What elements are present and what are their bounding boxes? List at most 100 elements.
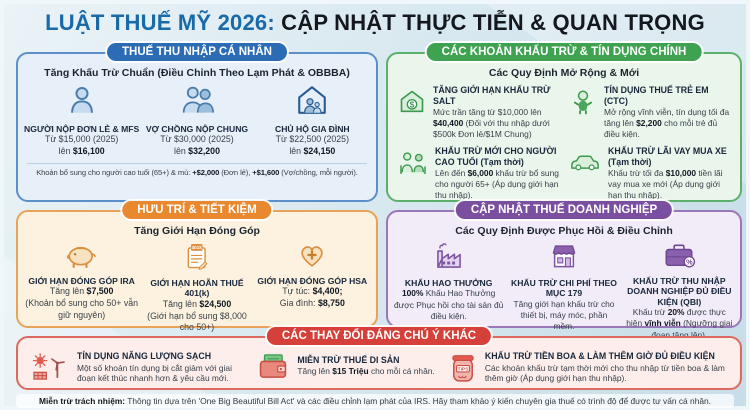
retirement-panel-header: HƯU TRÍ & TIẾT KIỆM (122, 201, 272, 219)
item-body: Các khoản khấu trừ tạm thời mới cho thu … (485, 363, 728, 385)
house-dollar-icon: $ (398, 88, 426, 116)
column-body: Tăng giới hạn khấu trừ cho thiết bị, máy… (509, 299, 618, 333)
column-title: CHỦ HỘ GIA ĐÌNH (275, 124, 350, 134)
column-body: 100% Khấu Hao Thưởng được Phục hồi cho t… (394, 288, 503, 322)
amount-to-prefix: lên (58, 145, 73, 156)
body-segment: Một số khoản tín dụng bị cắt giảm với gi… (77, 362, 232, 384)
percent-glyph: % (686, 257, 693, 266)
line-amount: $7,500 (86, 286, 114, 296)
body-segment: được thực hiện (626, 306, 726, 329)
item-title: KHẤU TRỪ MỚI CHO NGƯỜI CAO TUỔI (Tạm thờ… (435, 146, 557, 167)
line-amount: $8,750 (317, 297, 345, 308)
qbi-column: % KHẤU TRỪ THU NHẬP DOANH NGHIỆP ĐỦ ĐIỀU… (625, 241, 734, 341)
amount-to: lên $16,100 (24, 146, 139, 158)
title-rest: CẬP NHẬT THỰC TIỄN & QUAN TRỌNG (274, 10, 705, 35)
clean-energy-icon (30, 352, 70, 384)
head-of-household-icon (295, 83, 329, 117)
item-title: KHẤU TRỪ TIỀN BOA & LÀM THÊM GIỜ ĐỦ ĐIỀU… (484, 351, 715, 361)
business-panel-subtitle: Các Quy Định Được Phục Hồi & Điều Chỉnh (455, 225, 673, 237)
line-segment: (Khoản bổ sung cho 50+ vẫn giữ nguyên) (25, 297, 139, 320)
line-amount: $24,500 (199, 298, 232, 309)
auto-loan-item: KHẤU TRỪ LÃI VAY MUA XE (Tạm thời) Khấu … (569, 146, 730, 200)
body-segment: Lên đến (435, 168, 468, 179)
401k-form-icon: 401k (182, 241, 212, 271)
body-amount: $6,000 (467, 168, 494, 179)
personal-income-tax-panel: THUẾ THU NHẬP CÁ NHÂN Tăng Khấu Trừ Chuẩ… (16, 43, 378, 202)
amount-line: Tự túc: $4,400; (255, 286, 370, 298)
amount-to-prefix: lên (289, 145, 304, 156)
body-segment: Tăng giới hạn khấu trừ cho thiết bị, máy… (513, 298, 615, 332)
line-segment: Gia đình: (279, 297, 318, 308)
column-title: KHẤU TRỪ CHI PHÍ THEO MỤC 179 (511, 278, 617, 299)
section-179-column: KHẤU TRỪ CHI PHÍ THEO MỤC 179 Tăng giới … (509, 241, 618, 341)
amount-to-value: $32,200 (188, 145, 220, 156)
amount-to: lên $32,200 (139, 146, 254, 158)
item-body: Mức trần tăng từ $10,000 lên $40,400 (Đố… (433, 107, 559, 139)
body-segment: Khấu Hao Thưởng được Phục hồi cho tài sả… (394, 288, 504, 321)
business-panel-header: CẬP NHẬT THUẾ DOANH NGHIỆP (455, 201, 673, 219)
column-body: Khấu trừ 20% được thực hiện vĩnh viễn (N… (625, 307, 734, 341)
estate-tax-item: MIỄN TRỪ THUẾ DI SẢN Tăng lên $15 Triệu … (256, 351, 437, 381)
head-of-household-column: CHỦ HỘ GIA ĐÌNH Từ $22,500 (2025) lên $2… (255, 83, 370, 158)
line-segment: Tự túc: (282, 286, 313, 296)
note-segment: (Vợ/chồng, mỗi người). (279, 167, 358, 177)
elderly-couple-icon (398, 149, 428, 177)
item-body: Lên đến $6,000 khấu trừ bổ sung cho ngườ… (435, 168, 559, 200)
item-body: Mở rộng vĩnh viễn, tín dụng tối đa tăng … (604, 107, 730, 139)
item-title: TÍN DỤNG THUẾ TRẺ EM (CTC) (604, 85, 709, 106)
other-changes-panel: CÁC THAY ĐỔI ĐÁNG CHÚ Ý KHÁC TÍN DỤNG NĂ… (16, 327, 742, 390)
clean-energy-item: TÍN DỤNG NĂNG LƯỢNG SẠCH Một số khoản tí… (30, 351, 246, 384)
dollar-glyph: $ (410, 99, 415, 109)
tips-glyph: TIPS (458, 366, 469, 372)
body-segment: cho mỗi trẻ đủ điều kiện. (604, 117, 718, 139)
amount-line: Tăng lên $24,500 (139, 299, 254, 311)
note-segment: (Đơn lẻ), (219, 167, 253, 177)
column-title: GIỚI HẠN ĐÓNG GÓP IRA (28, 276, 135, 286)
note-segment: Khoản bổ sung cho người cao tuổi (65+) &… (36, 167, 193, 177)
personal-panel-subtitle: Tăng Khấu Trừ Chuẩn (Điều Chỉnh Theo Lạm… (44, 67, 350, 79)
column-title: KHẤU TRỪ THU NHẬP DOANH NGHIỆP ĐỦ ĐIỀU K… (627, 276, 732, 307)
amount-to-value: $24,150 (303, 145, 336, 156)
body-segment: Khấu trừ (632, 306, 668, 317)
tips-jar-icon: TIPS (448, 352, 478, 384)
bonus-depreciation-column: KHẤU HAO THƯỞNG 100% Khấu Hao Thưởng đượ… (394, 241, 503, 341)
body-segment: khấu trừ bổ sung cho người 65+ (Áp dụng … (435, 168, 559, 200)
amount-to-value: $16,100 (72, 145, 105, 156)
401k-glyph: 401k (192, 245, 203, 250)
body-segment: Khấu trừ tối đa (608, 168, 666, 179)
body-amount: $10,000 (665, 168, 697, 179)
item-body: Một số khoản tín dụng bị cắt giảm với gi… (77, 363, 246, 385)
hsa-column: GIỚI HẠN ĐÓNG GÓP HSA Tự túc: $4,400; Gi… (255, 241, 370, 334)
note-amount: +$1,600 (252, 167, 280, 177)
item-title: TĂNG GIỚI HẠN KHẤU TRỪ SALT (433, 85, 551, 106)
business-tax-panel: CẬP NHẬT THUẾ DOANH NGHIỆP Các Quy Định … (386, 201, 742, 340)
body-segment: Các khoản khấu trừ tạm thời mới cho thu … (484, 362, 725, 384)
retirement-panel-subtitle: Tăng Giới Hạn Đóng Góp (134, 225, 260, 237)
single-filer-column: NGƯỜI NỘP ĐƠN LẺ & MFS Từ $15,000 (2025)… (24, 83, 139, 158)
column-title: GIỚI HẠN HOÃN THUẾ 401(k) (150, 278, 244, 299)
item-body: Tăng lên $15 Triệu cho mỗi cá nhân. (297, 366, 434, 377)
item-title: KHẤU TRỪ LÃI VAY MUA XE (Tạm thời) (608, 146, 727, 167)
deductions-panel-header: CÁC KHOẢN KHẤU TRỪ & TÍN DỤNG CHÍNH (426, 43, 702, 61)
body-segment: Mở rộng vĩnh viễn, tín dụng tối đa tăng … (604, 107, 730, 128)
column-title: VỢ CHỒNG NỘP CHUNG (145, 124, 249, 134)
amount-to: lên $24,150 (255, 146, 370, 158)
body-segment: tiền lãi vay mua xe mới (Áp dụng giới hạ… (608, 168, 723, 200)
estate-wallet-icon (256, 351, 290, 381)
factory-icon (433, 241, 465, 271)
body-amount: 100% (401, 288, 424, 299)
briefcase-percent-icon: % (662, 241, 696, 269)
amount-from: Từ $15,000 (2025) (44, 134, 119, 144)
retirement-savings-panel: HƯU TRÍ & TIẾT KIỆM Tăng Giới Hạn Đóng G… (16, 201, 378, 332)
amount-line: Tăng lên $7,500 (24, 286, 139, 298)
column-title: GIỚI HẠN ĐÓNG GÓP HSA (257, 276, 368, 286)
detail-line: Gia đình: $8,750 (255, 298, 370, 310)
body-amount: vĩnh viễn (644, 318, 681, 329)
item-title: MIỄN TRỪ THUẾ DI SẢN (297, 354, 400, 365)
item-body: Khấu trừ tối đa $10,000 tiền lãi vay mua… (608, 168, 730, 200)
piggy-bank-icon (64, 241, 100, 269)
other-panel-header: CÁC THAY ĐỔI ĐÁNG CHÚ Ý KHÁC (266, 327, 492, 345)
line-amount: $4,400; (312, 286, 343, 296)
body-amount: $2,200 (636, 117, 662, 128)
